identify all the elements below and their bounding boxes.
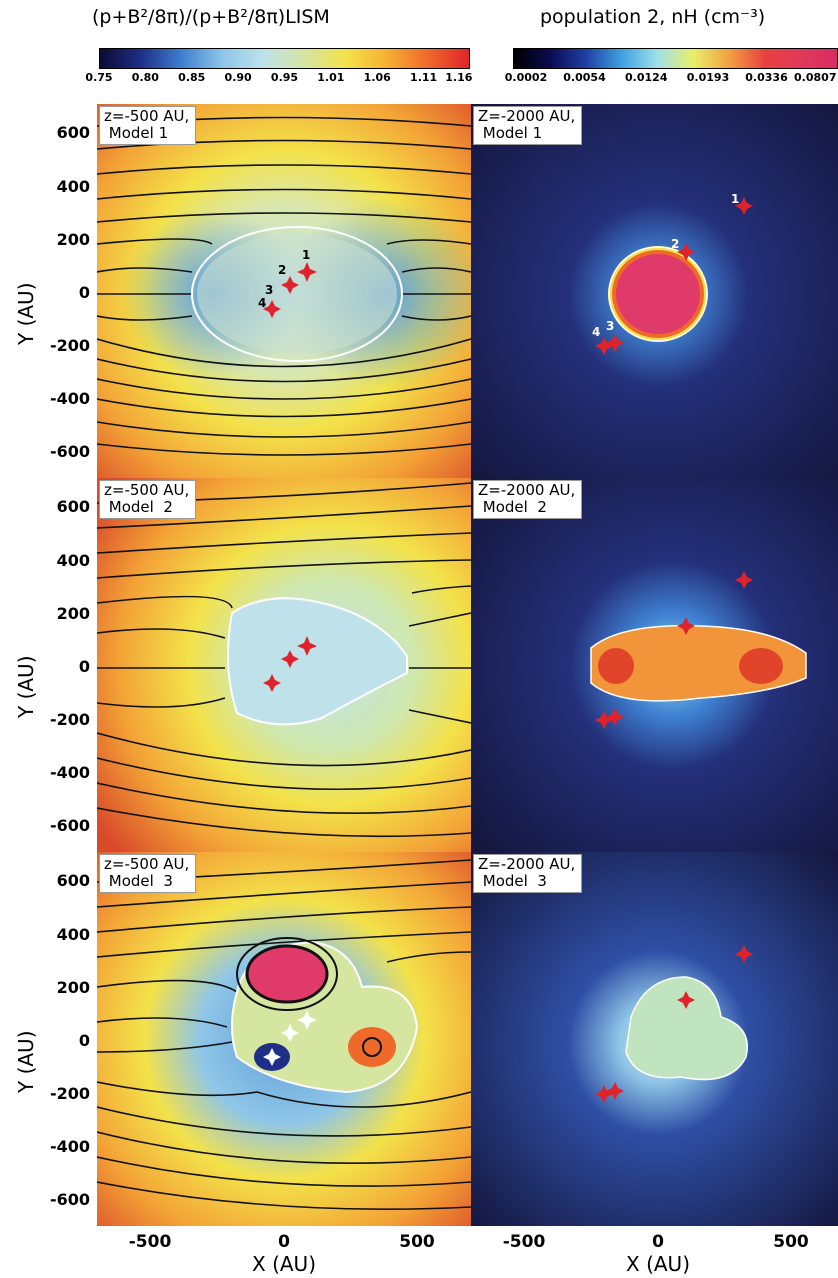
cbar-left-tick: 0.80 — [131, 71, 159, 84]
x-tick: -500 — [502, 1232, 546, 1252]
y-tick: -600 — [49, 816, 90, 835]
panel-pressure-model-2: z=-500 AU, Model 2 — [97, 478, 471, 852]
left-colorbar-title: (p+B²/8π)/(p+B²/8π)LISM — [92, 6, 330, 28]
marker-label-4: 4 — [592, 325, 600, 339]
x-tick: 500 — [773, 1232, 809, 1252]
cbar-right-tick: 0.0002 — [504, 71, 548, 84]
y-tick: -200 — [49, 1084, 90, 1103]
marker-label-3: 3 — [265, 283, 273, 297]
panel-density-model-2: Z=-2000 AU, Model 2 — [471, 478, 838, 852]
y-tick: -400 — [49, 763, 90, 782]
y-tick: 0 — [78, 1031, 90, 1050]
cbar-left-tick: 1.06 — [363, 71, 391, 84]
cbar-left-tick: 0.85 — [178, 71, 206, 84]
x-tick: 0 — [652, 1232, 664, 1252]
y-tick: 0 — [78, 657, 90, 676]
panel-pressure-model-1: 1 2 3 4 z=-500 AU, Model 1 — [97, 104, 471, 478]
marker-label-4: 4 — [258, 296, 266, 310]
marker-label-2: 2 — [278, 263, 286, 277]
marker-label-2: 2 — [671, 237, 679, 251]
y-tick: 400 — [56, 177, 90, 196]
y-axis-label-row-3: Y (AU) — [14, 1030, 38, 1094]
x-tick: 500 — [399, 1232, 435, 1252]
y-tick: -400 — [49, 389, 90, 408]
marker-label-1: 1 — [731, 192, 739, 206]
x-tick: 0 — [278, 1232, 290, 1252]
y-tick: -600 — [49, 442, 90, 461]
cbar-left-tick: 0.95 — [270, 71, 299, 84]
cbar-right-tick: 0.0336 — [745, 71, 788, 84]
pressure-colorbar — [99, 48, 470, 69]
panel-2-label: Z=-2000 AU, Model 1 — [473, 106, 583, 145]
y-tick: 600 — [56, 123, 90, 142]
y-tick: 600 — [56, 871, 90, 890]
panel-pressure-model-3: z=-500 AU, Model 3 — [97, 852, 471, 1226]
y-tick: 200 — [56, 604, 90, 623]
panel-density-model-3: Z=-2000 AU, Model 3 — [471, 852, 838, 1226]
panel-density-model-1: 1 2 3 4 Z=-2000 AU, Model 1 — [471, 104, 838, 478]
panel-6-label: Z=-2000 AU, Model 3 — [473, 854, 583, 893]
y-axis-label-row-1: Y (AU) — [14, 282, 38, 346]
cbar-left-tick: 0.90 — [224, 71, 252, 84]
y-tick: -200 — [49, 336, 90, 355]
cbar-right-tick: 0.0807 — [794, 71, 837, 84]
y-tick: 0 — [78, 283, 90, 302]
y-tick: 200 — [56, 230, 90, 249]
right-colorbar-title: population 2, nH (cm⁻³) — [540, 6, 766, 28]
x-axis-label-right: X (AU) — [626, 1252, 690, 1276]
y-tick: 400 — [56, 925, 90, 944]
cbar-left-tick: 1.11 — [410, 71, 438, 84]
y-tick: 400 — [56, 551, 90, 570]
y-tick: -200 — [49, 710, 90, 729]
x-axis-label-left: X (AU) — [252, 1252, 316, 1276]
panel-5-label: z=-500 AU, Model 3 — [99, 854, 197, 893]
panel-3-label: z=-500 AU, Model 2 — [99, 480, 197, 519]
x-tick: -500 — [128, 1232, 172, 1252]
y-tick: 200 — [56, 978, 90, 997]
panel-4-label: Z=-2000 AU, Model 2 — [473, 480, 583, 519]
marker-label-1: 1 — [302, 248, 310, 262]
cbar-right-tick: 0.0193 — [686, 71, 730, 84]
density-colorbar — [513, 48, 838, 69]
cbar-left-tick: 1.16 — [445, 71, 473, 84]
panel-1-label: z=-500 AU, Model 1 — [99, 106, 197, 145]
y-tick: 600 — [56, 497, 90, 516]
cbar-left-tick: 0.75 — [85, 71, 113, 84]
y-tick: -400 — [49, 1137, 90, 1156]
y-tick: -600 — [49, 1190, 90, 1209]
cbar-left-tick: 1.01 — [317, 71, 345, 84]
cbar-right-tick: 0.0054 — [563, 71, 606, 84]
cbar-right-tick: 0.0124 — [625, 71, 668, 84]
marker-label-3: 3 — [606, 319, 614, 333]
y-axis-label-row-2: Y (AU) — [14, 655, 38, 719]
